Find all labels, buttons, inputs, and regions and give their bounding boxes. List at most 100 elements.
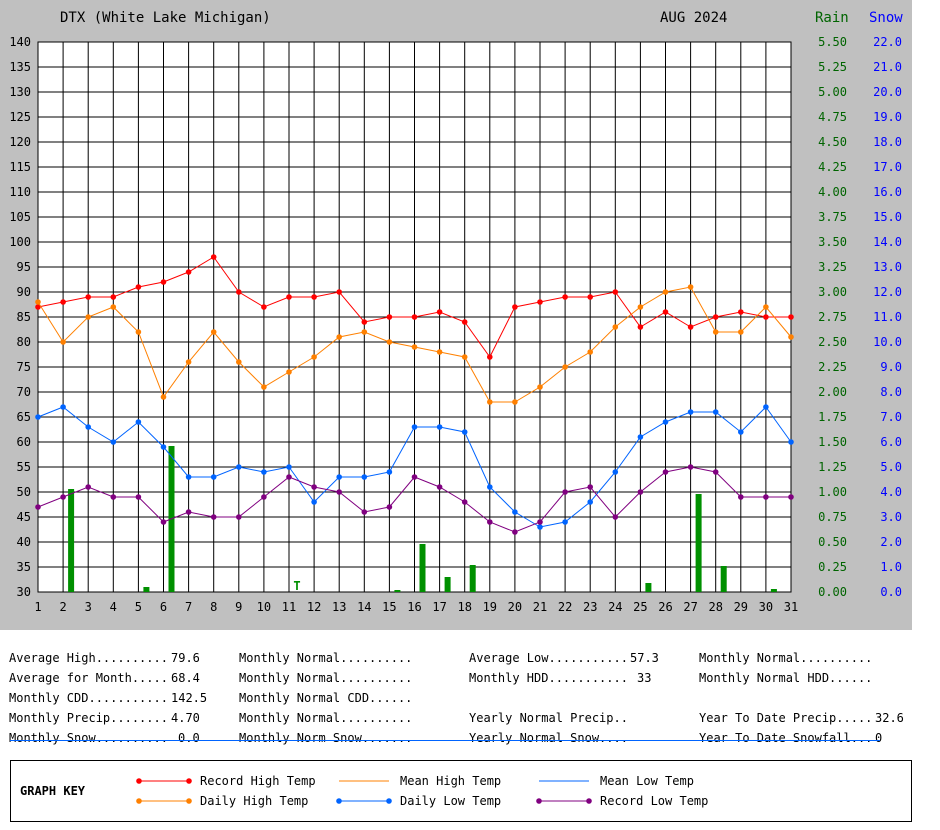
rain-tick-label: 1.25 bbox=[818, 460, 847, 474]
x-tick-label: 29 bbox=[734, 600, 748, 614]
precip-bar bbox=[419, 544, 426, 592]
stat-label: Year To Date Snowfall... bbox=[699, 731, 873, 745]
data-point bbox=[210, 474, 217, 480]
rain-tick-label: 2.50 bbox=[818, 335, 847, 349]
x-tick-label: 24 bbox=[608, 600, 622, 614]
precip-bar bbox=[143, 587, 150, 592]
data-point bbox=[311, 499, 317, 505]
snow-tick-label: 14.0 bbox=[873, 235, 902, 249]
data-point bbox=[662, 469, 669, 475]
data-point bbox=[763, 314, 769, 320]
rain-tick-label: 5.50 bbox=[818, 35, 847, 49]
precip-trace-label: T bbox=[293, 579, 300, 593]
stat-value: 79.6 bbox=[171, 651, 200, 665]
data-point bbox=[110, 439, 117, 445]
snow-tick-label: 13.0 bbox=[873, 260, 902, 274]
data-point bbox=[712, 409, 719, 415]
stat-value: 4.70 bbox=[171, 711, 200, 725]
y-tick-label: 120 bbox=[9, 135, 31, 149]
x-tick-label: 23 bbox=[583, 600, 597, 614]
stat-label: Yearly Normal Precip.. bbox=[469, 711, 628, 725]
x-tick-label: 19 bbox=[483, 600, 497, 614]
data-point bbox=[286, 294, 292, 300]
data-point bbox=[788, 439, 794, 445]
x-tick-label: 17 bbox=[432, 600, 446, 614]
x-tick-label: 5 bbox=[135, 600, 142, 614]
data-point bbox=[738, 429, 744, 435]
y-tick-label: 110 bbox=[9, 185, 31, 199]
stat-value: 33 bbox=[637, 671, 652, 685]
key-label: Mean High Temp bbox=[400, 774, 501, 788]
y-tick-label: 100 bbox=[9, 235, 31, 249]
data-point bbox=[612, 469, 619, 475]
y-tick-label: 75 bbox=[17, 360, 31, 374]
x-tick-label: 8 bbox=[210, 600, 217, 614]
data-point bbox=[311, 484, 317, 490]
data-point bbox=[261, 304, 267, 310]
x-tick-label: 30 bbox=[759, 600, 773, 614]
data-point bbox=[336, 289, 343, 295]
key-label: Record High Temp bbox=[200, 774, 316, 788]
x-tick-label: 6 bbox=[160, 600, 167, 614]
rain-tick-label: 2.00 bbox=[818, 385, 847, 399]
data-point bbox=[85, 294, 91, 300]
data-point bbox=[788, 314, 794, 320]
data-point bbox=[411, 424, 418, 430]
rain-tick-label: 1.50 bbox=[818, 435, 847, 449]
snow-tick-label: 21.0 bbox=[873, 60, 902, 74]
data-point bbox=[185, 474, 192, 480]
snow-tick-label: 5.0 bbox=[880, 460, 902, 474]
key-marker bbox=[386, 798, 392, 804]
data-point bbox=[110, 294, 117, 300]
data-point bbox=[487, 484, 493, 490]
stat-label: Monthly Normal.......... bbox=[239, 671, 413, 685]
data-point bbox=[562, 519, 568, 525]
data-point bbox=[311, 294, 317, 300]
data-point bbox=[336, 334, 343, 340]
stat-label: Monthly HDD........... bbox=[469, 671, 628, 685]
data-point bbox=[612, 324, 619, 330]
data-point bbox=[160, 394, 167, 400]
rain-tick-label: 5.00 bbox=[818, 85, 847, 99]
stat-label: Monthly Normal.......... bbox=[239, 711, 413, 725]
period-title: AUG 2024 bbox=[660, 10, 727, 26]
data-point bbox=[487, 399, 493, 405]
y-tick-label: 45 bbox=[17, 510, 31, 524]
station-title: DTX (White Lake Michigan) bbox=[60, 10, 271, 26]
precip-bar bbox=[770, 589, 777, 592]
precip-bar bbox=[394, 590, 401, 592]
data-point bbox=[411, 344, 418, 350]
y-tick-label: 95 bbox=[17, 260, 31, 274]
stat-label: Monthly Normal HDD...... bbox=[699, 671, 873, 685]
snow-tick-label: 22.0 bbox=[873, 35, 902, 49]
stat-label: Average High.......... bbox=[9, 651, 168, 665]
data-point bbox=[537, 519, 543, 525]
x-tick-label: 20 bbox=[508, 600, 522, 614]
data-point bbox=[763, 404, 769, 410]
data-point bbox=[461, 499, 468, 505]
rain-tick-label: 0.75 bbox=[818, 510, 847, 524]
x-tick-label: 22 bbox=[558, 600, 572, 614]
x-tick-label: 26 bbox=[658, 600, 672, 614]
y-tick-label: 135 bbox=[9, 60, 31, 74]
data-point bbox=[788, 334, 794, 340]
rain-tick-label: 2.25 bbox=[818, 360, 847, 374]
data-point bbox=[210, 254, 217, 260]
data-point bbox=[261, 494, 267, 500]
snow-tick-label: 20.0 bbox=[873, 85, 902, 99]
rain-tick-label: 0.50 bbox=[818, 535, 847, 549]
snow-tick-label: 19.0 bbox=[873, 110, 902, 124]
rain-tick-label: 3.25 bbox=[818, 260, 847, 274]
data-point bbox=[185, 269, 192, 275]
data-point bbox=[662, 289, 669, 295]
data-point bbox=[236, 514, 242, 520]
data-point bbox=[35, 414, 41, 420]
y-tick-label: 50 bbox=[17, 485, 31, 499]
precip-bar bbox=[645, 583, 652, 592]
data-point bbox=[738, 309, 744, 315]
x-tick-label: 9 bbox=[235, 600, 242, 614]
x-tick-label: 14 bbox=[357, 600, 371, 614]
data-point bbox=[336, 489, 343, 495]
monthly-stats: Average High.......... 79.6 Monthly Norm… bbox=[0, 630, 940, 755]
stat-label: Average for Month..... bbox=[9, 671, 168, 685]
